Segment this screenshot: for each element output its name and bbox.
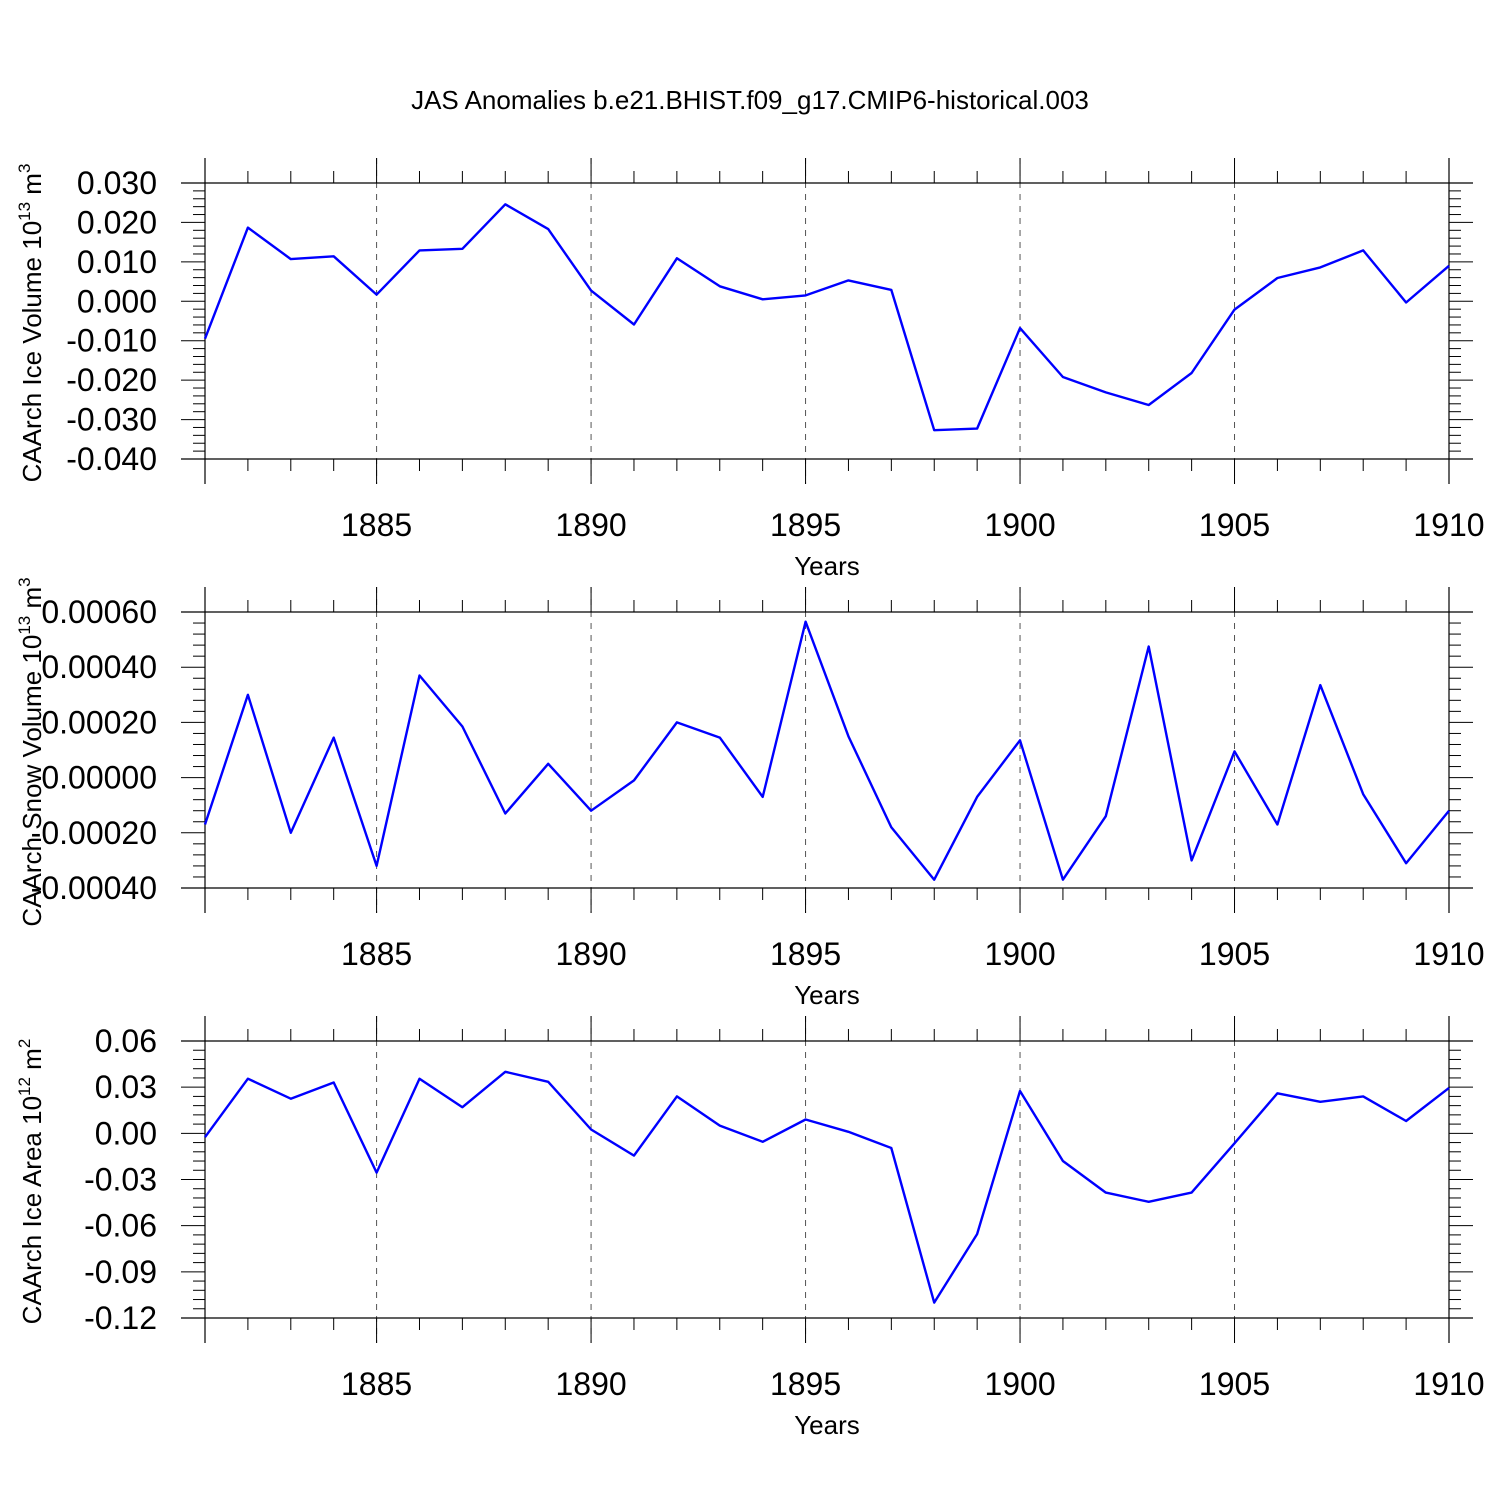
x-axis-title: Years <box>794 551 860 581</box>
x-tick-label: 1900 <box>984 1366 1055 1402</box>
y-tick-label: 0.00020 <box>41 704 157 740</box>
x-tick-label: 1910 <box>1413 936 1484 972</box>
y-tick-label: -0.06 <box>84 1208 157 1244</box>
y-tick-label: 0.00040 <box>41 649 157 685</box>
panel-2: 1885 1890 1895 1900 1905 1910 0.00060 0.00040 0.… <box>15 577 1485 1010</box>
series-line <box>203 203 1450 432</box>
y-tick-label: -0.00040 <box>31 870 157 906</box>
y-axis-title-exponent: 13 <box>15 202 34 221</box>
x-tick-label: 1885 <box>341 1366 412 1402</box>
x-tick-label: 1885 <box>341 936 412 972</box>
x-tick-label: 1890 <box>555 936 626 972</box>
x-tick-label: 1910 <box>1413 1366 1484 1402</box>
y-tick-label: 0.000 <box>77 283 157 319</box>
y-axis-title-text: CAArch Ice Volume 10 <box>17 221 47 483</box>
y-tick-label: -0.09 <box>84 1254 157 1290</box>
x-tick-label: 1895 <box>770 507 841 543</box>
y-axis-title-exponent: 13 <box>15 616 34 635</box>
y-axis-title-unit: m <box>17 587 47 616</box>
y-tick-label: -0.03 <box>84 1162 157 1198</box>
y-axis-title-unit: m <box>17 1048 47 1077</box>
y-tick-label: 0.030 <box>77 165 157 201</box>
y-axis-title: CAArch Ice Area 1012 m2 <box>15 1039 47 1325</box>
y-tick-label: 0.03 <box>95 1069 157 1105</box>
y-axis-title-unit-exponent: 3 <box>15 164 34 173</box>
y-axis-title: CAArch Snow Volume 1013 m3 <box>15 577 47 926</box>
panel-3: 1885 1890 1895 1900 1905 1910 0.06 0.03 0.00 -0.0… <box>15 1016 1485 1440</box>
y-axis-title-unit-exponent: 3 <box>15 577 34 586</box>
y-axis-title-exponent: 12 <box>15 1077 34 1096</box>
x-tick-label: 1900 <box>984 936 1055 972</box>
x-tick-label: 1905 <box>1199 936 1270 972</box>
x-axis-title: Years <box>794 1410 860 1440</box>
x-axis-title: Years <box>794 980 860 1010</box>
y-axis-title-unit-exponent: 2 <box>15 1039 34 1048</box>
y-tick-label: 0.00060 <box>41 594 157 630</box>
y-tick-label: 0.00000 <box>41 760 157 796</box>
y-axis-title-text: CAArch Ice Area 10 <box>17 1096 47 1324</box>
x-tick-label: 1910 <box>1413 507 1484 543</box>
figure-title: JAS Anomalies b.e21.BHIST.f09_g17.CMIP6-… <box>411 85 1089 115</box>
x-tick-label: 1890 <box>555 507 626 543</box>
y-tick-label: 0.020 <box>77 204 157 240</box>
x-tick-label: 1895 <box>770 936 841 972</box>
y-tick-label: -0.040 <box>66 441 157 477</box>
series-line <box>203 620 1450 881</box>
x-tick-label: 1900 <box>984 507 1055 543</box>
x-tick-label: 1905 <box>1199 1366 1270 1402</box>
x-tick-label: 1890 <box>555 1366 626 1402</box>
y-axis-title: CAArch Ice Volume 1013 m3 <box>15 164 47 483</box>
x-tick-label: 1885 <box>341 507 412 543</box>
y-tick-label: -0.12 <box>84 1300 157 1336</box>
y-axis-title-text: CAArch Snow Volume 10 <box>17 635 47 927</box>
y-tick-label: 0.06 <box>95 1023 157 1059</box>
x-tick-label: 1905 <box>1199 507 1270 543</box>
y-tick-label: 0.010 <box>77 244 157 280</box>
y-axis-title-unit: m <box>17 173 47 202</box>
y-tick-label: -0.020 <box>66 362 157 398</box>
series-line <box>204 1070 1450 1304</box>
x-tick-label: 1895 <box>770 1366 841 1402</box>
y-tick-label: -0.030 <box>66 402 157 438</box>
y-tick-label: 0.00 <box>95 1115 157 1151</box>
y-tick-label: -0.00020 <box>31 815 157 851</box>
y-tick-label: -0.010 <box>66 323 157 359</box>
